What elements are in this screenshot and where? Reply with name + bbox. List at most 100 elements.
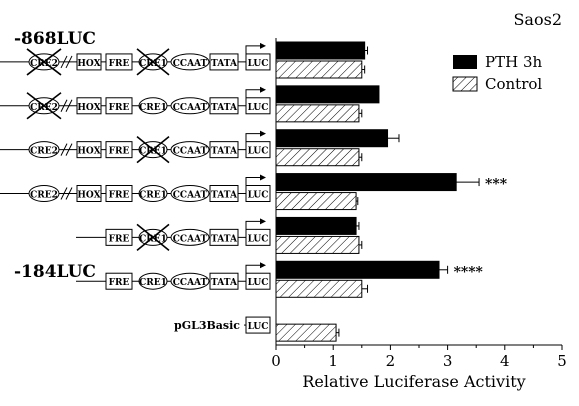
break-mark: [65, 99, 73, 113]
element-fre-shape: [105, 97, 133, 115]
element-ccaat-shape: [170, 228, 210, 246]
bar-pth: [275, 129, 389, 148]
element-cre1-label: CRE1: [139, 191, 167, 201]
element-ccaat-shape: [170, 97, 210, 115]
element-tata-shape: [209, 228, 239, 246]
element-luc-shape: [245, 53, 271, 71]
bar-control: [275, 148, 360, 167]
element-tata-label: TATA: [211, 278, 238, 288]
element-hox-shape: [76, 97, 102, 115]
chart-title: Saos2: [513, 10, 562, 29]
element-cre2-label: CRE2: [30, 147, 58, 157]
deletion-cross: [26, 48, 62, 76]
element-hox-label: HOX: [77, 191, 100, 201]
legend-swatch-control: [452, 76, 478, 92]
bar-pth: [275, 41, 366, 60]
element-cre1-shape: [138, 185, 168, 202]
legend: PTH 3h Control: [452, 53, 542, 93]
element-ccaat-shape: [170, 272, 210, 290]
construct-label: -868LUC: [14, 29, 96, 49]
element-ccaat-label: CCAAT: [173, 103, 208, 113]
element-luc-label: LUC: [248, 147, 269, 157]
bar-control: [275, 279, 363, 298]
start-arrowhead: [260, 130, 266, 137]
element-tata-label: TATA: [211, 59, 238, 69]
element-tata-shape: [209, 141, 239, 159]
start-arrow: [245, 177, 260, 186]
bar-pth: [275, 173, 457, 192]
break-mark: [60, 143, 68, 156]
element-fre-label: FRE: [109, 234, 130, 244]
element-luc-shape: [245, 228, 271, 246]
element-cre1-label: CRE1: [139, 278, 167, 288]
bar-pth: [275, 260, 440, 279]
start-arrow: [245, 264, 260, 274]
element-fre-label: FRE: [109, 103, 130, 113]
start-arrowhead: [260, 42, 266, 49]
element-cre2-label: CRE2: [30, 191, 58, 201]
element-tata-shape: [209, 53, 239, 71]
legend-swatch-pth: [453, 55, 477, 69]
element-ccaat-shape: [170, 141, 210, 159]
break-mark: [60, 55, 68, 69]
start-arrowhead: [260, 174, 266, 181]
element-luc-shape: [245, 97, 271, 115]
element-fre-shape: [105, 228, 133, 246]
x-tick-label: 4: [500, 352, 510, 370]
construct-label: -184LUC: [14, 262, 96, 282]
bars: *******: [275, 41, 508, 342]
element-luc-shape: [245, 185, 271, 202]
element-cre1-label: CRE1: [139, 147, 167, 157]
element-luc-label: LUC: [248, 234, 269, 244]
x-tick-label: 2: [386, 352, 396, 370]
element-luc-label: LUC: [248, 59, 269, 69]
element-hox-shape: [76, 185, 102, 202]
bar-control: [275, 192, 357, 211]
element-luc-label: LUC: [248, 322, 269, 332]
construct-row: LUC pGL3Basic: [174, 316, 271, 334]
element-tata-label: TATA: [211, 234, 238, 244]
break-mark: [65, 143, 73, 156]
element-fre-label: FRE: [109, 278, 130, 288]
element-hox-shape: [76, 141, 102, 159]
x-axis-label: Relative Luciferase Activity: [302, 372, 525, 391]
break-mark: [65, 187, 73, 200]
legend-label-control: Control: [485, 75, 542, 93]
deletion-cross: [26, 92, 62, 120]
element-fre-shape: [105, 141, 133, 159]
start-arrow: [245, 89, 260, 98]
bar-pth: [275, 85, 380, 104]
element-cre1-label: CRE1: [139, 59, 167, 69]
element-ccaat-label: CCAAT: [173, 59, 208, 69]
element-hox-label: HOX: [77, 103, 100, 113]
element-hox-label: HOX: [77, 147, 100, 157]
element-ccaat-shape: [170, 53, 210, 71]
element-cre2-shape: [28, 185, 60, 202]
element-luc-shape: [245, 272, 271, 290]
construct-row: FRE CRE1 CCAAT TATA LUC -184LUC: [14, 262, 271, 290]
construct-row: CRE2 HOX FRE CRE1 CCAAT TATA LUC: [0, 86, 271, 120]
bar-control: [275, 104, 360, 123]
construct-row: CRE2 HOX FRE CRE1 CCAAT TATA LUC: [0, 130, 271, 164]
element-cre2-label: CRE2: [30, 103, 58, 113]
element-cre1-shape: [138, 272, 168, 290]
element-tata-label: TATA: [211, 191, 238, 201]
element-tata-label: TATA: [211, 147, 238, 157]
element-fre-shape: [105, 185, 133, 202]
bar-control: [275, 60, 363, 79]
element-ccaat-shape: [170, 185, 210, 202]
element-hox-shape: [76, 53, 102, 71]
element-fre-label: FRE: [109, 147, 130, 157]
element-fre-shape: [105, 53, 133, 71]
bar-control: [275, 235, 360, 254]
significance-label: ***: [485, 177, 508, 193]
start-arrowhead: [260, 86, 266, 93]
bar-control: [275, 323, 337, 342]
element-cre1-shape: [138, 97, 168, 115]
construct-row: FRE CRE1 CCAAT TATA LUC: [76, 218, 271, 251]
deletion-cross: [136, 48, 170, 76]
element-tata-shape: [209, 272, 239, 290]
element-cre1-label: CRE1: [139, 234, 167, 244]
element-tata-shape: [209, 185, 239, 202]
start-arrowhead: [260, 262, 266, 269]
